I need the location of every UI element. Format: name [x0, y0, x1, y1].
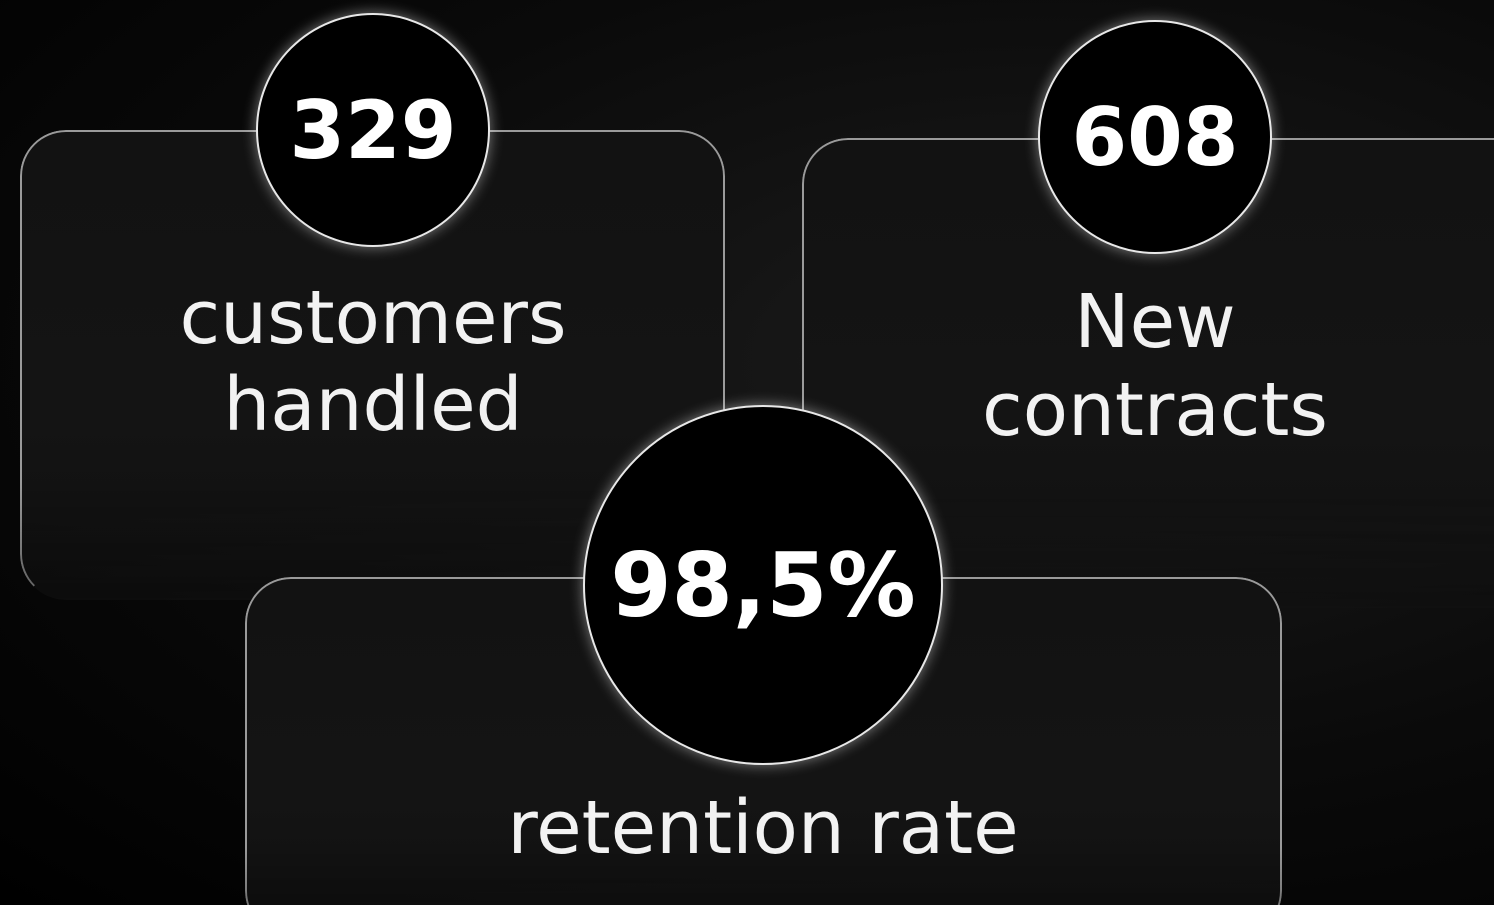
- stat-label: handled: [223, 362, 523, 448]
- stat-label: contracts: [982, 367, 1328, 453]
- stat-value: 608: [1038, 20, 1272, 254]
- stat-value: 98,5%: [583, 405, 943, 765]
- stat-label: customers: [179, 275, 567, 361]
- stat-label: retention rate: [507, 785, 1019, 871]
- stat-value: 329: [256, 13, 490, 247]
- stat-label: New: [1074, 279, 1236, 365]
